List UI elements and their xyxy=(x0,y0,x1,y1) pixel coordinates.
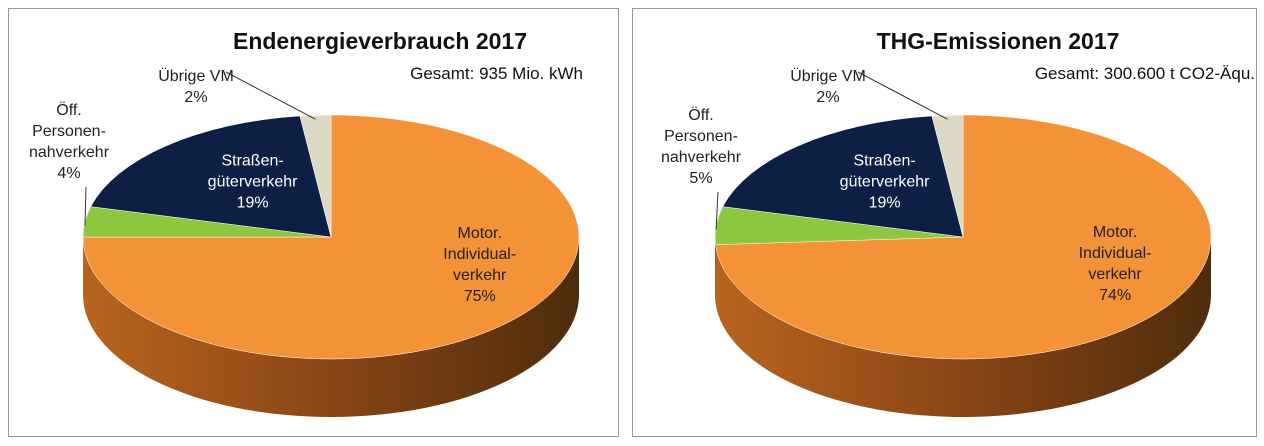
chart-subtitle: Gesamt: 935 Mio. kWh xyxy=(410,64,583,83)
slice-name: Übrige VM xyxy=(158,68,234,85)
slice-label: Übrige VM 2% xyxy=(158,66,234,108)
pie-slice xyxy=(90,115,332,238)
slice-value: 19% xyxy=(236,194,269,212)
chart-title: THG-Emissionen 2017 xyxy=(876,28,1120,54)
slice-name: Straßen- güterverkehr xyxy=(839,152,930,191)
pie-side xyxy=(83,237,579,417)
leader-line xyxy=(857,71,948,120)
pie-side xyxy=(715,237,1211,417)
slice-value: 2% xyxy=(816,89,840,106)
slice-value: 2% xyxy=(184,89,208,106)
pie-slice xyxy=(299,114,332,238)
leader-line xyxy=(715,191,719,230)
leader-line xyxy=(84,186,87,226)
slice-name: Straßen- güterverkehr xyxy=(207,152,298,191)
slice-label: Öff. Personen- nahverkehr 4% xyxy=(29,100,109,184)
pie-slice xyxy=(722,115,964,238)
slice-value: 75% xyxy=(463,288,496,306)
leader-line xyxy=(225,71,316,120)
slice-value: 5% xyxy=(689,170,713,187)
slice-name: Motor. Individual- verkehr xyxy=(1078,223,1152,283)
slice-label: Übrige VM 2% xyxy=(790,66,866,108)
slice-label: Motor. Individual- verkehr 74% xyxy=(1079,222,1152,306)
slice-value: 4% xyxy=(57,165,81,182)
slice-name: Öff. Personen- nahverkehr xyxy=(660,107,742,166)
slice-value: 19% xyxy=(868,194,901,212)
slice-name: Motor. Individual- verkehr xyxy=(443,225,517,285)
chart-title: Endenergieverbrauch 2017 xyxy=(232,28,528,54)
pie-slice xyxy=(931,114,964,238)
slice-label: Straßen- güterverkehr 19% xyxy=(208,151,298,214)
slice-label: Straßen- güterverkehr 19% xyxy=(840,151,930,214)
chart-subtitle: Gesamt: 300.600 t CO2-Äqu. xyxy=(1034,64,1255,83)
slice-name: Übrige VM xyxy=(790,68,866,85)
slice-label: Öff. Personen- nahverkehr 5% xyxy=(661,105,741,189)
slice-value: 74% xyxy=(1099,286,1132,304)
slice-name: Öff. Personen- nahverkehr xyxy=(28,102,110,161)
slice-label: Motor. Individual- verkehr 75% xyxy=(443,223,516,307)
